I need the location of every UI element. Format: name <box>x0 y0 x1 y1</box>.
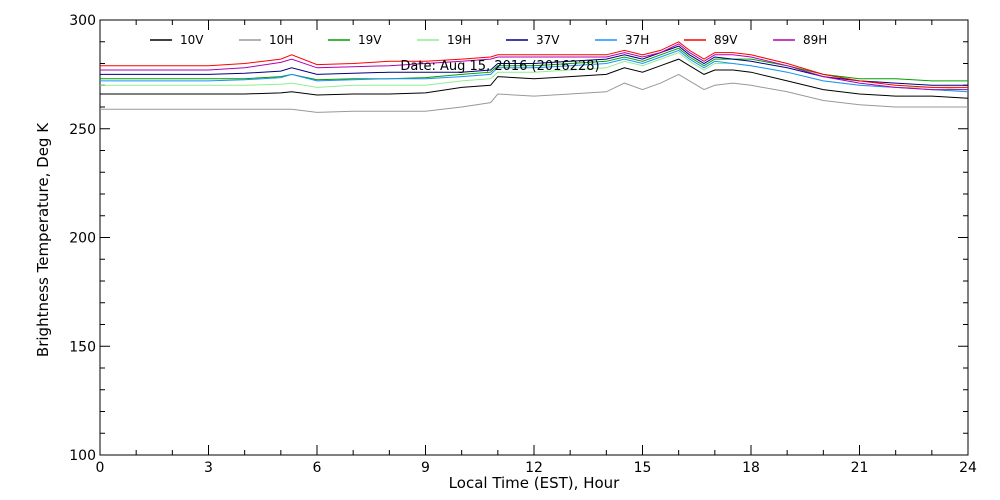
series-line-10v <box>100 58 969 99</box>
y-axis-label: Brightness Temperature, Deg K <box>34 122 52 357</box>
x-tick-label: 6 <box>313 460 322 476</box>
legend-label-37h: 37H <box>625 33 649 47</box>
series-line-37v <box>100 45 968 86</box>
x-tick-label: 12 <box>525 460 543 476</box>
x-tick-label: 21 <box>851 460 869 476</box>
legend-label-19v: 19V <box>358 33 382 47</box>
x-axis: 0 3 6 9 12 15 18 21 24 <box>96 20 977 476</box>
legend-label-89v: 89V <box>714 33 738 47</box>
legend-label-10v: 10V <box>180 33 204 47</box>
x-tick-label: 24 <box>959 460 977 476</box>
x-tick-label: 15 <box>634 460 652 476</box>
legend-label-19h: 19H <box>447 33 471 47</box>
series-line-37h <box>100 49 969 93</box>
series-lines <box>100 41 969 113</box>
y-tick-label: 150 <box>69 339 96 355</box>
y-tick-label: 300 <box>69 13 96 29</box>
x-tick-label: 3 <box>204 460 213 476</box>
legend: 10V 10H 19V 19H 37V 37H 89V 89H <box>150 33 827 47</box>
series-line-10h <box>100 73 968 113</box>
x-tick-label: 18 <box>742 460 760 476</box>
y-tick-label: 200 <box>69 231 96 247</box>
x-tick-label: 0 <box>96 460 105 476</box>
series-line-89v <box>100 41 968 88</box>
y-tick-label: 250 <box>69 122 96 138</box>
legend-label-89h: 89H <box>803 33 827 47</box>
y-axis: 100 150 200 250 300 <box>69 13 968 464</box>
chart-title: Date: Aug 15, 2016 (2016228) <box>400 59 599 74</box>
x-axis-label: Local Time (EST), Hour <box>449 474 620 492</box>
series-line-89h <box>100 43 968 91</box>
y-tick-label: 100 <box>69 448 96 464</box>
x-tick-label: 9 <box>421 460 430 476</box>
legend-label-10h: 10H <box>269 33 293 47</box>
legend-label-37v: 37V <box>536 33 560 47</box>
